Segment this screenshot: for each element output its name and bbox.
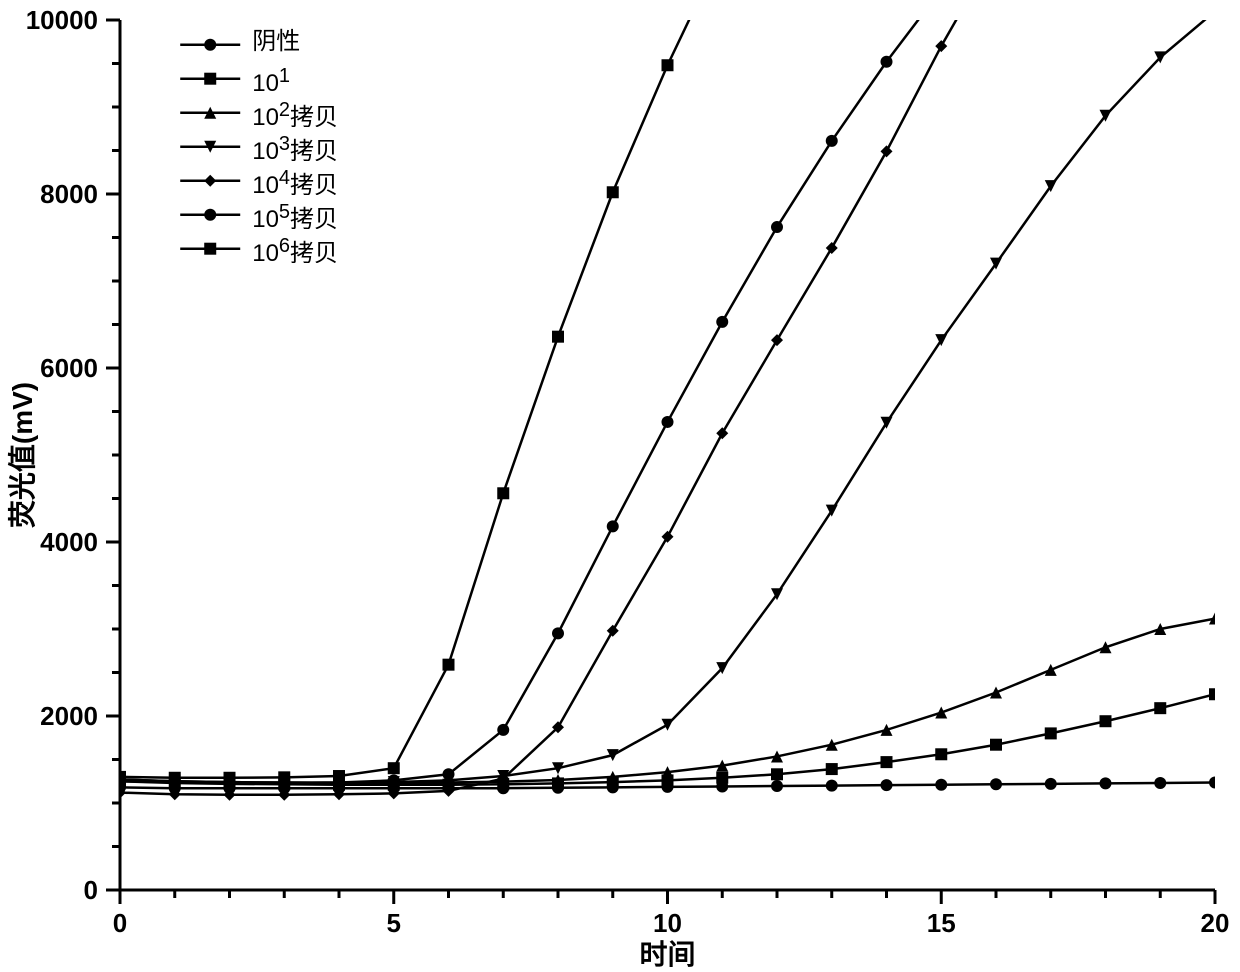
chart-container: 0 5 10 15 20 时间 0 2000 4000 6000 8000 10000 荧光值(mV) 阴… — [0, 0, 1240, 972]
legend-item-e5: 105拷贝 — [180, 197, 452, 229]
y-tick-label: 10000 — [26, 5, 98, 35]
x-tick-label: 5 — [387, 908, 401, 938]
y-tick-label: 0 — [84, 875, 98, 905]
y-tick-label: 8000 — [40, 179, 98, 209]
y-axis-label: 荧光值(mV) — [7, 382, 38, 528]
x-tick-label: 15 — [927, 908, 956, 938]
x-tick-label: 10 — [653, 908, 682, 938]
y-tick-label: 6000 — [40, 353, 98, 383]
legend-item-e2: 102拷贝 — [180, 95, 452, 127]
amplification-chart: 0 5 10 15 20 时间 0 2000 4000 6000 8000 10000 荧光值(mV) 阴… — [0, 0, 1240, 972]
legend-label: 101 — [252, 61, 452, 93]
series-e4 — [114, 0, 1002, 801]
legend-label: 104拷贝 — [252, 163, 452, 195]
x-tick-label: 20 — [1201, 908, 1230, 938]
legend-label: 102拷贝 — [252, 95, 452, 127]
series-e5 — [114, 0, 947, 789]
series-e2 — [114, 613, 1221, 789]
legend-item-e3: 103拷贝 — [180, 129, 452, 161]
axes: 0 5 10 15 20 时间 0 2000 4000 6000 8000 10000 荧光值(mV) — [7, 5, 1229, 970]
x-tick-label: 0 — [113, 908, 127, 938]
y-tick-label: 2000 — [40, 701, 98, 731]
legend-item-e6: 106拷贝 — [180, 231, 452, 263]
legend-item-e1: 101 — [180, 61, 452, 93]
legend-label: 阴性 — [252, 27, 452, 57]
legend-label: 103拷贝 — [252, 129, 452, 161]
x-axis-label: 时间 — [639, 939, 695, 970]
y-tick-label: 4000 — [40, 527, 98, 557]
legend-label: 105拷贝 — [252, 197, 452, 229]
legend-item-e4: 104拷贝 — [180, 163, 452, 195]
legend: 阴性 101102拷贝103拷贝104拷贝105拷贝106拷贝 — [180, 27, 452, 263]
legend-label: 106拷贝 — [252, 231, 452, 263]
legend-item-neg: 阴性 — [180, 27, 452, 59]
